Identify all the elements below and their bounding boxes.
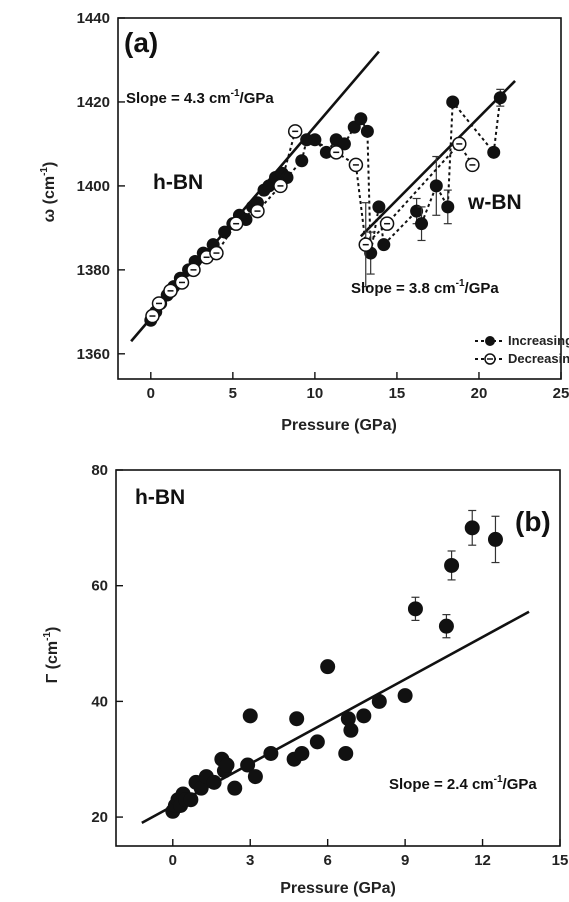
panel-a-label: (a): [124, 27, 158, 58]
panel-b-point: [444, 557, 460, 573]
panel-b-y-tick-label: 80: [91, 462, 108, 479]
panel-b-chart: 0 3 6 9 12 15 20 40 60 80 h-BN (b) Slope = 2.4 cm…: [42, 462, 568, 897]
panel-a-x-axis-label: Pressure (GPa): [281, 417, 397, 434]
panel-a-point: [410, 204, 424, 218]
panel-a-x-tick-label: 0: [147, 385, 155, 402]
panel-a-hbn-label: h-BN: [153, 171, 203, 194]
panel-b-x-tick-label: 9: [401, 852, 409, 869]
panel-b-point: [247, 769, 263, 785]
panel-b-point: [242, 708, 258, 724]
panel-b-frame: [115, 469, 561, 847]
panel-a-fit-line: [359, 80, 516, 238]
panel-a-y-tick-label: 1360: [77, 346, 110, 363]
panel-b-ticks: 0 3 6 9 12 15 20 40 60 80: [91, 462, 568, 869]
panel-b-point: [289, 711, 305, 727]
panel-b-point: [227, 780, 243, 796]
panel-a-y-axis-label: ω (cm-1): [39, 162, 58, 223]
panel-b-point: [340, 711, 356, 727]
panel-b-y-axis-label: Γ (cm-1): [42, 627, 61, 684]
panel-b-label: (b): [515, 506, 551, 537]
panel-b-x-tick-label: 12: [474, 852, 491, 869]
panel-a-point: [429, 179, 443, 193]
panel-a-y-tick-label: 1380: [77, 262, 110, 279]
panel-b-x-axis-label: Pressure (GPa): [280, 880, 396, 897]
panel-a-y-tick-label: 1440: [77, 10, 110, 27]
panel-a-legend: Increasing Decreasing: [475, 333, 569, 366]
panel-b-point: [219, 757, 235, 773]
panel-a-point: [493, 91, 507, 105]
panel-b-point: [397, 688, 413, 704]
panel-a-point: [308, 133, 322, 147]
panel-a-point: [295, 154, 309, 168]
panel-a-ticks: 0 5 10 15 20 25 1360 1380 1400 1420 1440: [77, 10, 569, 402]
panel-a-y-tick-label: 1420: [77, 94, 110, 111]
panel-a-point: [377, 238, 391, 252]
panel-a-wbn-label: w-BN: [467, 191, 522, 214]
legend-decreasing-label: Decreasing: [508, 351, 569, 366]
panel-a-x-tick-label: 20: [471, 385, 488, 402]
panel-b-slope: Slope = 2.4 cm-1/GPa: [389, 774, 537, 793]
panel-a-point: [487, 145, 501, 159]
panel-a-point: [354, 112, 368, 126]
panel-a-x-tick-label: 5: [229, 385, 237, 402]
panel-b-point: [193, 780, 209, 796]
legend-increasing-label: Increasing: [508, 333, 569, 348]
panel-a-slope-hbn: Slope = 4.3 cm-1/GPa: [126, 88, 274, 107]
panel-b-point: [407, 601, 423, 617]
panel-b-x-tick-label: 3: [246, 852, 254, 869]
panel-a-series: [144, 88, 507, 327]
panel-b-point: [263, 745, 279, 761]
panel-b-series: [165, 509, 503, 819]
panel-a-point: [319, 145, 333, 159]
panel-b-y-tick-label: 60: [91, 578, 108, 595]
panel-b-point: [320, 659, 336, 675]
panel-b-point: [183, 792, 199, 808]
panel-a-x-tick-label: 10: [307, 385, 324, 402]
panel-b-x-tick-label: 6: [324, 852, 332, 869]
panel-a-chart: 0 5 10 15 20 25 1360 1380 1400 1420 1440 (a) Slope…: [39, 10, 569, 434]
panel-b-point: [294, 745, 310, 761]
panel-a-x-tick-label: 15: [389, 385, 406, 402]
panel-a-point: [218, 225, 232, 239]
panel-b-hbn-label: h-BN: [135, 486, 185, 509]
panel-b-point: [240, 757, 256, 773]
panel-a-point: [372, 200, 386, 214]
panel-b-point: [487, 531, 503, 547]
panel-a-point: [441, 200, 455, 214]
panel-a-frame: [117, 17, 562, 380]
panel-b-point: [309, 734, 325, 750]
legend-increasing-marker: [485, 336, 495, 346]
panel-b-point: [356, 708, 372, 724]
panel-b-point: [371, 693, 387, 709]
panel-a-x-tick-label: 25: [553, 385, 569, 402]
panel-b-y-tick-label: 40: [91, 693, 108, 710]
panel-b-point: [438, 618, 454, 634]
panel-b-point: [343, 722, 359, 738]
panel-b-point: [464, 520, 480, 536]
panel-b-x-tick-label: 0: [169, 852, 177, 869]
panel-b-point: [206, 774, 222, 790]
panel-b-y-tick-label: 20: [91, 809, 108, 826]
panel-a-slope-wbn: Slope = 3.8 cm-1/GPa: [351, 278, 499, 297]
panel-a-y-tick-label: 1400: [77, 178, 110, 195]
panel-b-point: [338, 745, 354, 761]
panel-b-x-tick-label: 15: [552, 852, 569, 869]
panel-a-point: [360, 124, 374, 138]
panel-a-point: [415, 217, 429, 231]
panel-a-point: [446, 95, 460, 109]
